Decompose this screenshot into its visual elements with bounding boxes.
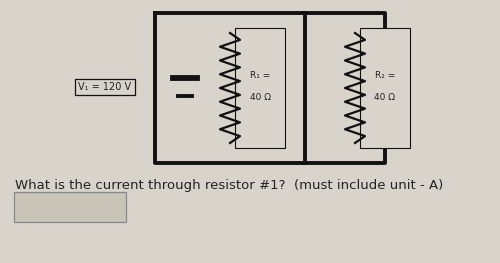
Text: 40 Ω: 40 Ω (250, 94, 270, 103)
Bar (235, 28, 285, 148)
Text: What is the current through resistor #1?  (must include unit - A): What is the current through resistor #1?… (15, 179, 444, 191)
Text: 40 Ω: 40 Ω (374, 94, 396, 103)
Text: V₁ = 120 V: V₁ = 120 V (78, 82, 132, 92)
Text: R₁ =: R₁ = (250, 72, 270, 80)
Bar (360, 28, 410, 148)
FancyBboxPatch shape (14, 192, 126, 222)
Text: R₂ =: R₂ = (375, 72, 395, 80)
